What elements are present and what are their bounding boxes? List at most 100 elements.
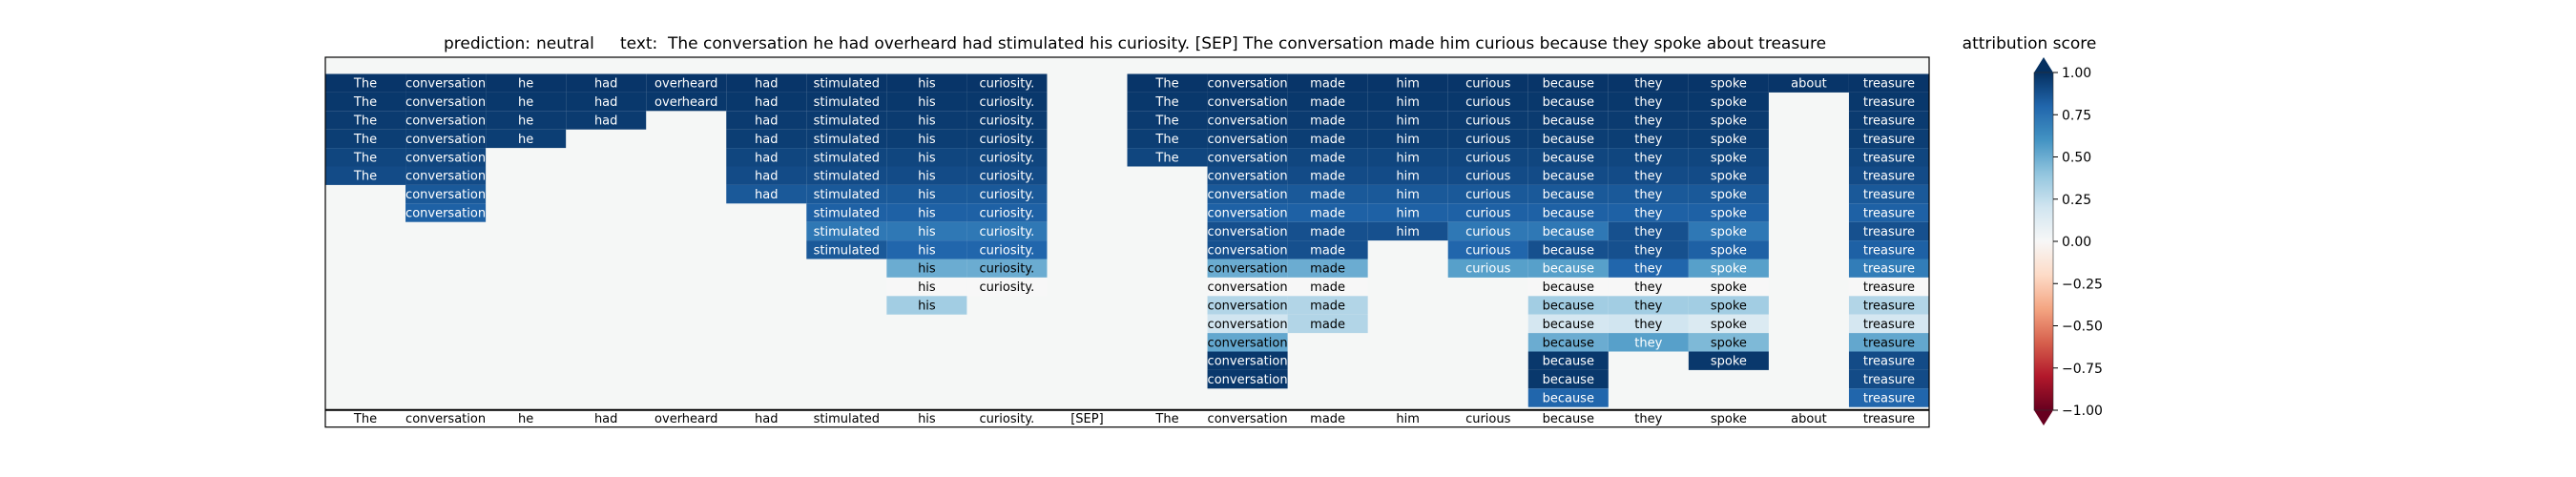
heatmap-cell [1127, 148, 1208, 167]
heatmap-cell [566, 73, 647, 93]
token-axis: The conversation he had overheard had stimulat… [324, 56, 1930, 428]
heatmap-cell [1688, 351, 1769, 370]
heatmap-cell [966, 148, 1048, 167]
heatmap-cell [1447, 203, 1528, 222]
cell-token-label: treasure [1863, 336, 1915, 350]
heatmap-cell [1447, 166, 1528, 185]
cell-token-label: him [1396, 188, 1420, 202]
cell-token-label: his [918, 243, 936, 258]
heatmap-cell [1207, 240, 1288, 259]
heatmap-cell [1848, 369, 1929, 389]
heatmap-cell [1688, 333, 1769, 352]
cell-token-label: made [1310, 95, 1345, 110]
cell-token-label: made [1310, 280, 1345, 295]
colorbar-tick-label: 0.50 [2062, 151, 2091, 166]
heatmap-cell [806, 129, 887, 149]
cell-token-label: his [918, 262, 936, 277]
cell-token-label: spoke [1711, 133, 1747, 147]
heatmap-cell [1287, 203, 1368, 222]
cell-token-label: curious [1465, 188, 1511, 202]
heatmap-cell [726, 111, 807, 130]
cell-token-label: they [1634, 170, 1662, 184]
cell-token-label: made [1310, 114, 1345, 129]
heatmap-cell [1848, 203, 1929, 222]
heatmap-cell [1287, 73, 1368, 93]
heatmap-cell [325, 111, 406, 130]
cell-token-label: curiosity. [980, 170, 1035, 184]
cell-token-label: because [1543, 188, 1594, 202]
cell-token-label: spoke [1711, 280, 1747, 295]
heatmap-cell [1848, 129, 1929, 149]
colorbar-tick-label: 0.25 [2062, 193, 2091, 208]
heatmap-cell [1527, 277, 1609, 297]
cell-token-label: spoke [1711, 188, 1747, 202]
heatmap-cell [806, 184, 887, 204]
token-axis-label: about [1791, 412, 1827, 426]
cell-token-label: because [1543, 95, 1594, 110]
cell-token-label: his [918, 151, 936, 165]
heatmap-cell [1608, 111, 1689, 130]
token-axis-label: made [1310, 412, 1345, 426]
token-axis-label: his [918, 412, 936, 426]
heatmap-cell [566, 111, 647, 130]
heatmap-cell [1527, 333, 1609, 352]
heatmap-cell [886, 240, 967, 259]
cell-token-label: spoke [1711, 77, 1747, 92]
heatmap-cell [886, 92, 967, 112]
heatmap-cell [1447, 148, 1528, 167]
heatmap-cell [1207, 166, 1288, 185]
heatmap-cell [486, 129, 567, 149]
cell-token-label: his [918, 188, 936, 202]
token-axis-label: conversation [405, 412, 486, 426]
cell-token-label: because [1543, 243, 1594, 258]
cell-token-label: they [1634, 280, 1662, 295]
heatmap-cell [405, 111, 487, 130]
heatmap-cell [1608, 184, 1689, 204]
token-axis-label: because [1543, 412, 1594, 426]
heatmap-cell [1447, 240, 1528, 259]
cell-token-label: had [755, 114, 778, 129]
cell-token-label: treasure [1863, 225, 1915, 239]
cell-token-label: spoke [1711, 318, 1747, 332]
heatmap-cell [1608, 92, 1689, 112]
heatmap-cell [1527, 92, 1609, 112]
cell-token-label: they [1634, 336, 1662, 350]
token-axis-label: curiosity. [980, 412, 1035, 426]
heatmap-cell [1527, 203, 1609, 222]
cell-token-label: The [353, 114, 377, 129]
heatmap-cell [1527, 314, 1609, 334]
heatmap-cell [1527, 111, 1609, 130]
heatmap-cell [1848, 184, 1929, 204]
cell-token-label: curiosity. [980, 280, 1035, 295]
cell-token-label: they [1634, 95, 1662, 110]
cell-token-label: he [518, 114, 533, 129]
heatmap-cell [1527, 129, 1609, 149]
heatmap-cell [966, 203, 1048, 222]
cell-token-label: curious [1465, 114, 1511, 129]
heatmap-cell [1127, 73, 1208, 93]
heatmap-cell [566, 92, 647, 112]
cell-token-label: treasure [1863, 170, 1915, 184]
heatmap-cell [886, 129, 967, 149]
cell-token-label: had [594, 114, 617, 129]
cell-token-label: conversation [1208, 318, 1288, 332]
heatmap-cell [1848, 92, 1929, 112]
cell-token-label: conversation [405, 207, 486, 221]
cell-token-label: had [755, 133, 778, 147]
cell-token-label: The [1154, 77, 1178, 92]
heatmap-cell [1688, 203, 1769, 222]
heatmap-cell [806, 240, 887, 259]
heatmap-cell [405, 148, 487, 167]
cell-token-label: spoke [1711, 262, 1747, 277]
cell-token-label: treasure [1863, 188, 1915, 202]
cell-token-label: The [1154, 133, 1178, 147]
cell-token-label: treasure [1863, 133, 1915, 147]
heatmap-cell [486, 73, 567, 93]
heatmap-cell [1848, 277, 1929, 297]
cell-token-label: they [1634, 188, 1662, 202]
cell-token-label: The [1154, 114, 1178, 129]
cell-token-label: him [1396, 114, 1420, 129]
cell-token-label: curious [1465, 225, 1511, 239]
heatmap-cell [1527, 296, 1609, 315]
token-axis-label: treasure [1863, 412, 1915, 426]
